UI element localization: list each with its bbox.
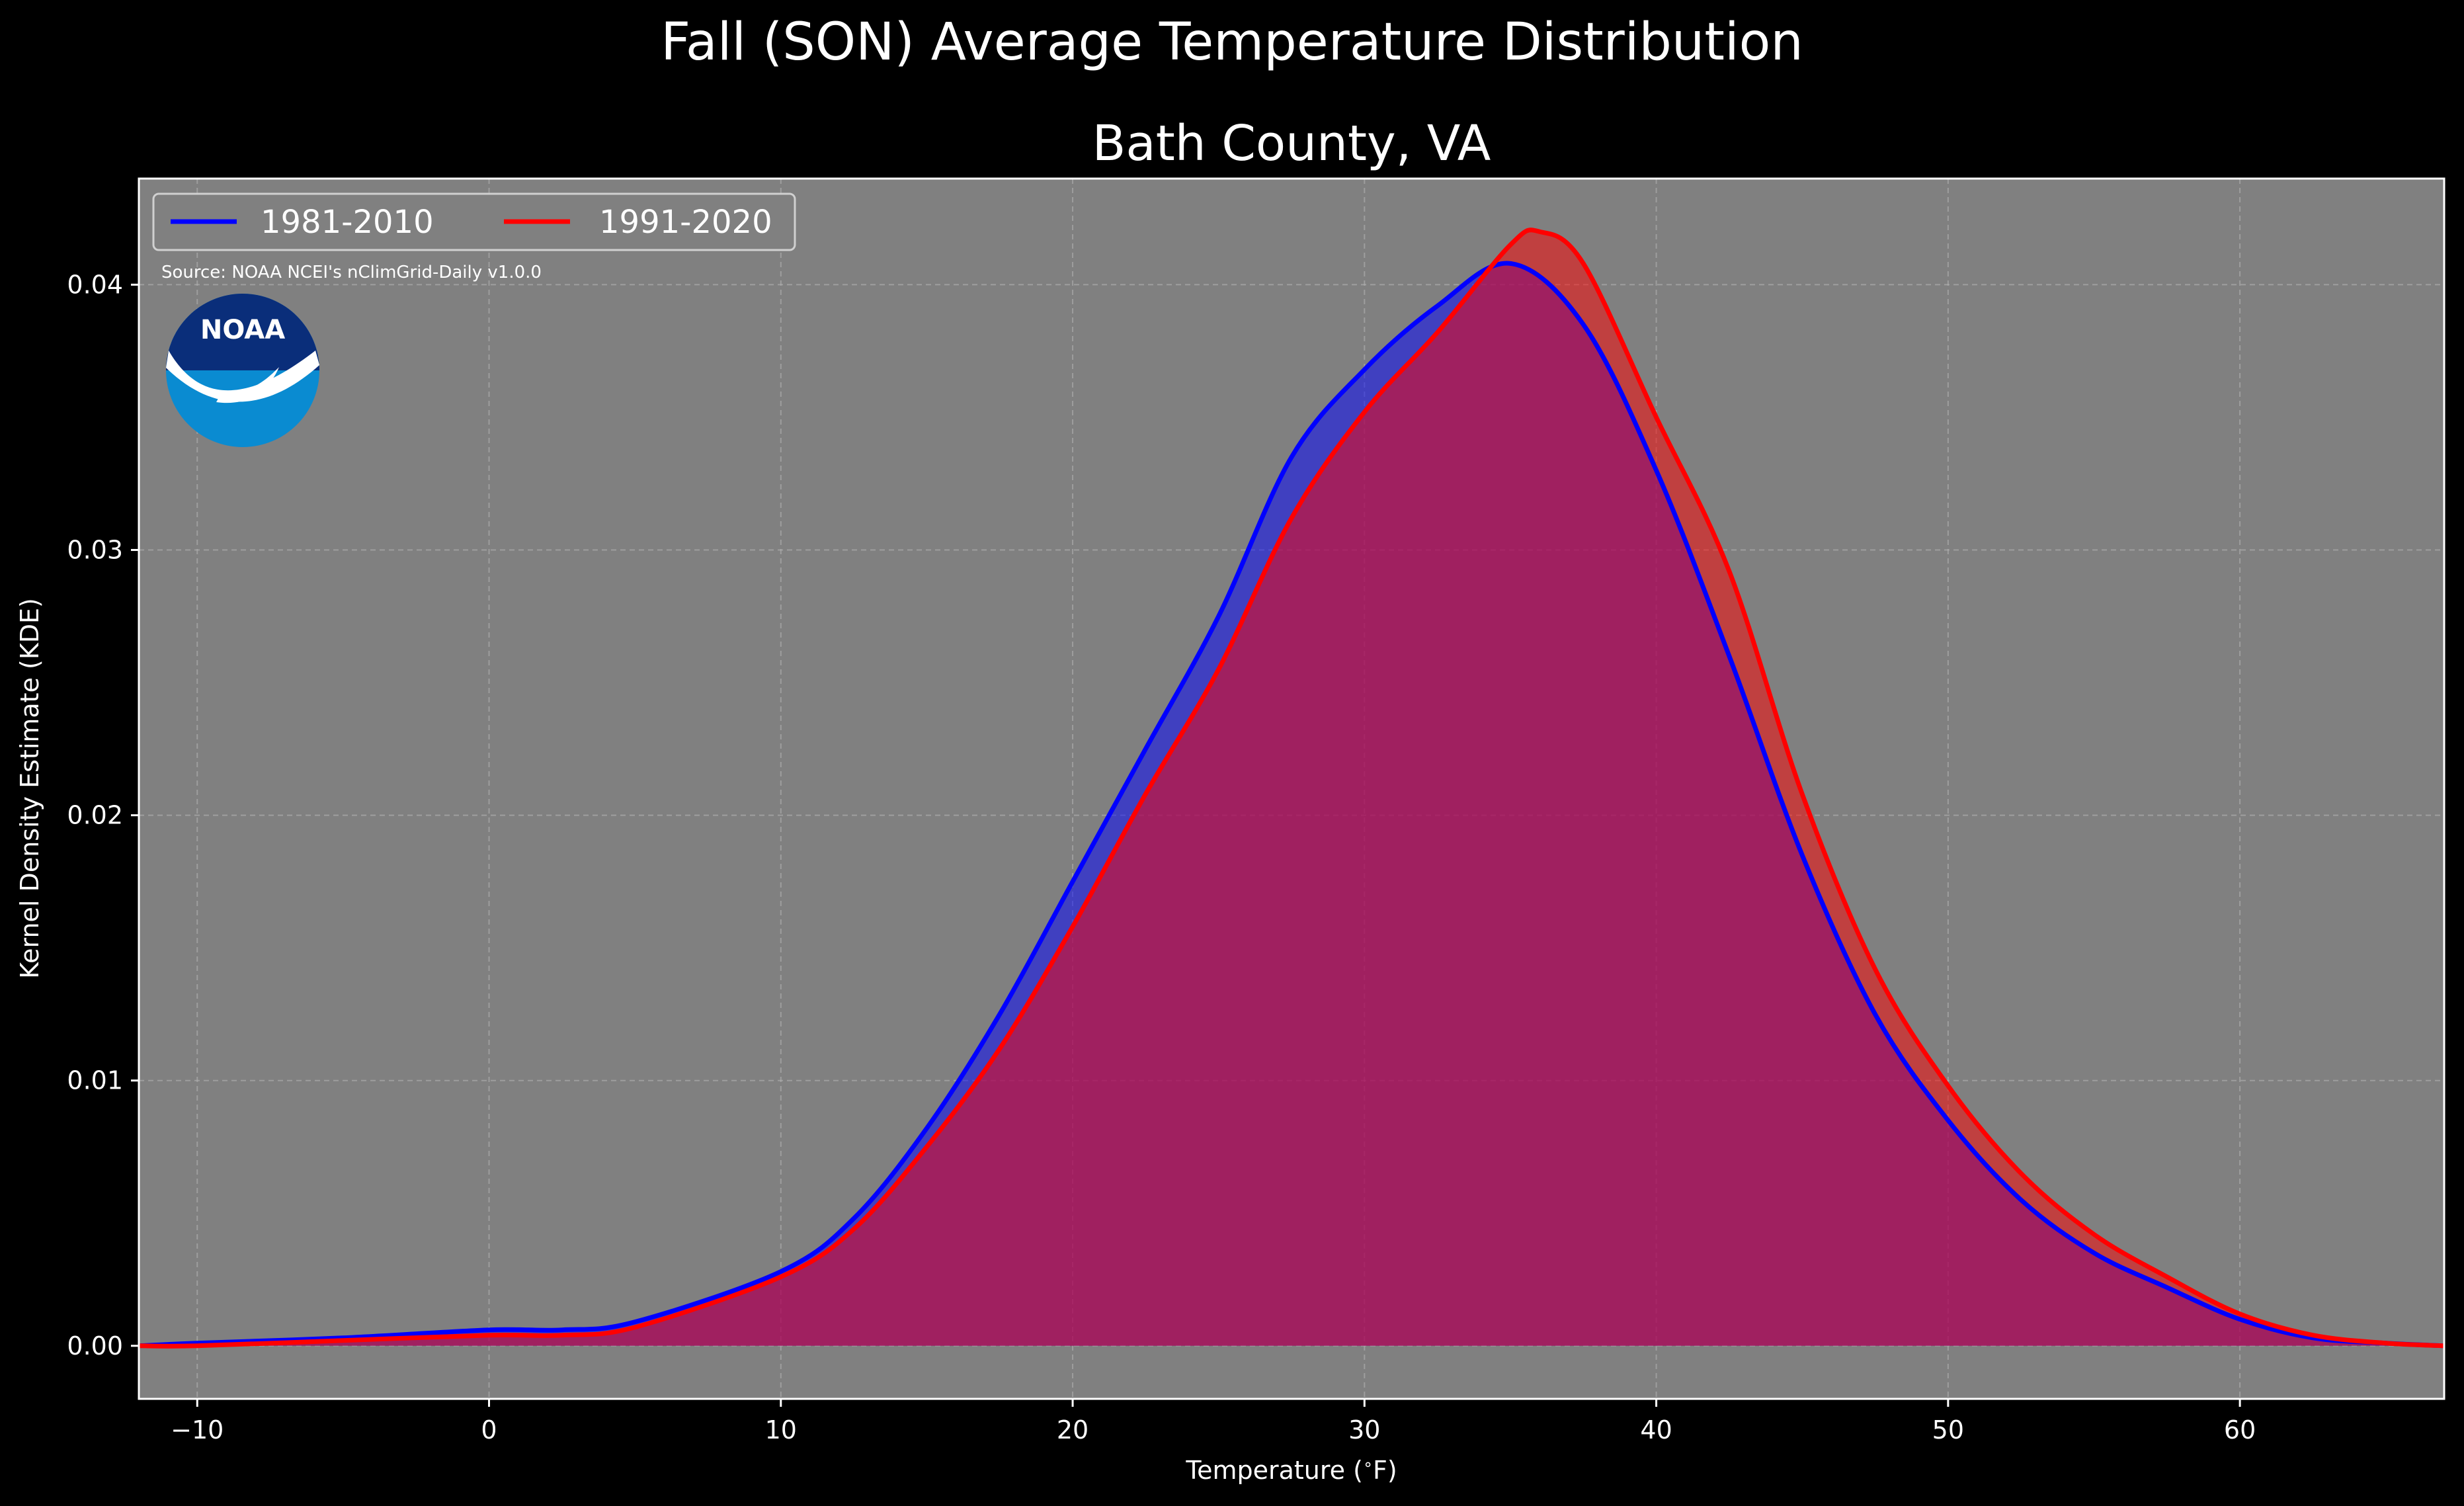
- series-layer: [138, 228, 2445, 1349]
- y-tick-label: 0.01: [67, 1066, 123, 1095]
- y-tick-label: 0.00: [67, 1331, 123, 1360]
- y-tick-label: 0.03: [67, 536, 123, 565]
- axis-ticks: −10 0 10 20 30 40 50 60 0.00 0.01 0.02 0.03 0.04: [67, 270, 2256, 1444]
- x-tick-label: 10: [765, 1415, 797, 1444]
- noaa-logo-text: NOAA: [200, 315, 285, 345]
- legend-label-1991-2020: 1991-2020: [599, 204, 772, 241]
- chart-title: Bath County, VA: [1092, 115, 1491, 172]
- y-tick-label: 0.04: [67, 270, 123, 299]
- x-axis-label: Temperature (∘F): [1185, 1455, 1397, 1485]
- y-tick-label: 0.02: [67, 801, 123, 830]
- source-note: Source: NOAA NCEI's nClimGrid-Daily v1.0…: [161, 263, 542, 282]
- legend: 1981-2010 1991-2020: [152, 192, 796, 251]
- x-tick-label: 30: [1348, 1415, 1380, 1444]
- y-axis-label: Kernel Density Estimate (KDE): [15, 598, 44, 979]
- x-tick-label: 60: [2224, 1415, 2256, 1444]
- legend-box: [152, 192, 796, 251]
- x-tick-label: 40: [1640, 1415, 1672, 1444]
- series-line-1991-2020: [138, 228, 2445, 1349]
- x-tick-label: 50: [1932, 1415, 1964, 1444]
- noaa-logo: NOAA: [166, 294, 319, 447]
- legend-label-1981-2010: 1981-2010: [261, 204, 434, 241]
- plot-frame: [138, 177, 2445, 1400]
- x-tick-label: 20: [1057, 1415, 1088, 1444]
- x-tick-label: 0: [481, 1415, 497, 1444]
- figure-suptitle: Fall (SON) Average Temperature Distribut…: [661, 13, 1803, 72]
- series-area-1991-2020: [139, 230, 2444, 1347]
- x-tick-label: −10: [171, 1415, 224, 1444]
- series-line-1981-2010: [138, 261, 2445, 1349]
